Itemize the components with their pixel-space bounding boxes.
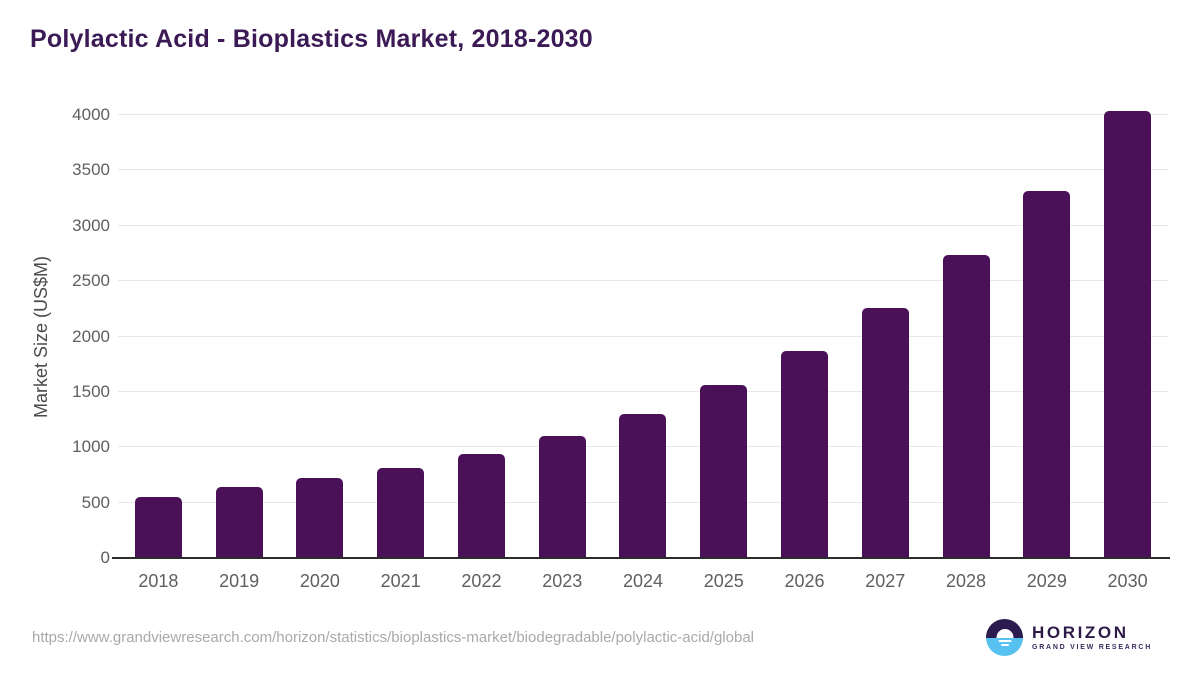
plot-area — [118, 111, 1168, 558]
bar-slot-2019 — [199, 115, 280, 558]
x-tick-label-2023: 2023 — [542, 571, 583, 591]
y-tick-label-1000: 1000 — [72, 437, 110, 457]
bar-2025 — [700, 385, 748, 558]
gridline-4000 — [118, 114, 1168, 115]
bar-2024 — [619, 414, 667, 558]
horizon-logo: HORIZON GRAND VIEW RESEARCH — [986, 619, 1152, 656]
bar-2029 — [1023, 191, 1071, 558]
gridline-2000 — [118, 335, 1168, 337]
x-tick-label-2019: 2019 — [219, 571, 260, 591]
gridline-3500 — [118, 169, 1168, 171]
bar-slot-2028 — [926, 115, 1007, 558]
bar-2018 — [134, 496, 182, 558]
x-tick-label-2028: 2028 — [946, 571, 987, 591]
y-tick-label-1500: 1500 — [72, 381, 110, 401]
x-axis-labels: 2018 2019 2020 2021 2022 2023 2024 2025 2026 2027… — [118, 571, 1168, 592]
bar-2019 — [215, 486, 263, 558]
bar-2027 — [861, 307, 909, 558]
bar-2023 — [538, 436, 586, 558]
bar-slot-2021 — [360, 115, 441, 558]
bar-slot-2018 — [118, 115, 199, 558]
bar-2030 — [1104, 111, 1152, 558]
bar-slot-2023 — [522, 115, 603, 558]
gridline-3000 — [118, 224, 1168, 226]
sun-reflection-line — [1000, 644, 1009, 646]
x-tick-label-2021: 2021 — [380, 571, 421, 591]
bar-slot-2029 — [1006, 115, 1087, 558]
y-tick-label-2500: 2500 — [72, 271, 110, 291]
bar-2028 — [942, 255, 990, 558]
logo-text: HORIZON GRAND VIEW RESEARCH — [1032, 624, 1152, 651]
y-tick-label-4000: 4000 — [72, 105, 110, 124]
x-tick-label-2029: 2029 — [1026, 571, 1067, 591]
source-url: https://www.grandviewresearch.com/horizo… — [32, 629, 754, 646]
bar-slot-2020 — [280, 115, 361, 558]
gridline-2500 — [118, 280, 1168, 282]
x-tick-label-2018: 2018 — [138, 571, 179, 591]
y-tick-label-2000: 2000 — [72, 326, 110, 346]
sun-icon — [996, 628, 1014, 638]
sun-reflection-line — [998, 639, 1012, 642]
x-tick-label-2025: 2025 — [703, 571, 744, 591]
x-tick-label-2026: 2026 — [784, 571, 825, 591]
bar-slot-2026 — [764, 115, 845, 558]
x-tick-label-2020: 2020 — [299, 571, 340, 591]
bar-slot-2025 — [683, 115, 764, 558]
horizon-logo-icon — [986, 619, 1024, 656]
logo-sky-half — [986, 619, 1024, 638]
bars — [118, 111, 1168, 558]
chart-title: Polylactic Acid - Bioplastics Market, 20… — [30, 25, 593, 53]
y-tick-label-500: 500 — [81, 492, 110, 512]
bar-2020 — [296, 478, 344, 558]
bar-slot-2024 — [603, 115, 684, 558]
bar-2026 — [781, 350, 828, 558]
bar-slot-2030 — [1087, 111, 1168, 558]
logo-sea-half — [986, 637, 1024, 656]
bar-2021 — [377, 468, 425, 558]
logo-subtitle: GRAND VIEW RESEARCH — [1032, 644, 1152, 651]
gridline-1500 — [118, 390, 1168, 392]
bar-slot-2027 — [845, 115, 926, 558]
y-axis-ticks: 0 500 1000 1500 2000 2500 3000 3500 4000 — [0, 105, 110, 567]
bar-slot-2022 — [441, 115, 522, 558]
y-tick-label-0: 0 — [100, 548, 110, 567]
x-tick-label-2022: 2022 — [461, 571, 502, 591]
logo-name: HORIZON — [1032, 623, 1129, 642]
y-tick-label-3500: 3500 — [72, 160, 110, 180]
x-tick-label-2027: 2027 — [865, 571, 906, 591]
x-axis-line — [112, 557, 1170, 559]
x-tick-label-2030: 2030 — [1107, 571, 1148, 591]
y-tick-label-3000: 3000 — [72, 215, 110, 235]
x-tick-label-2024: 2024 — [622, 571, 663, 591]
bar-2022 — [457, 453, 505, 558]
